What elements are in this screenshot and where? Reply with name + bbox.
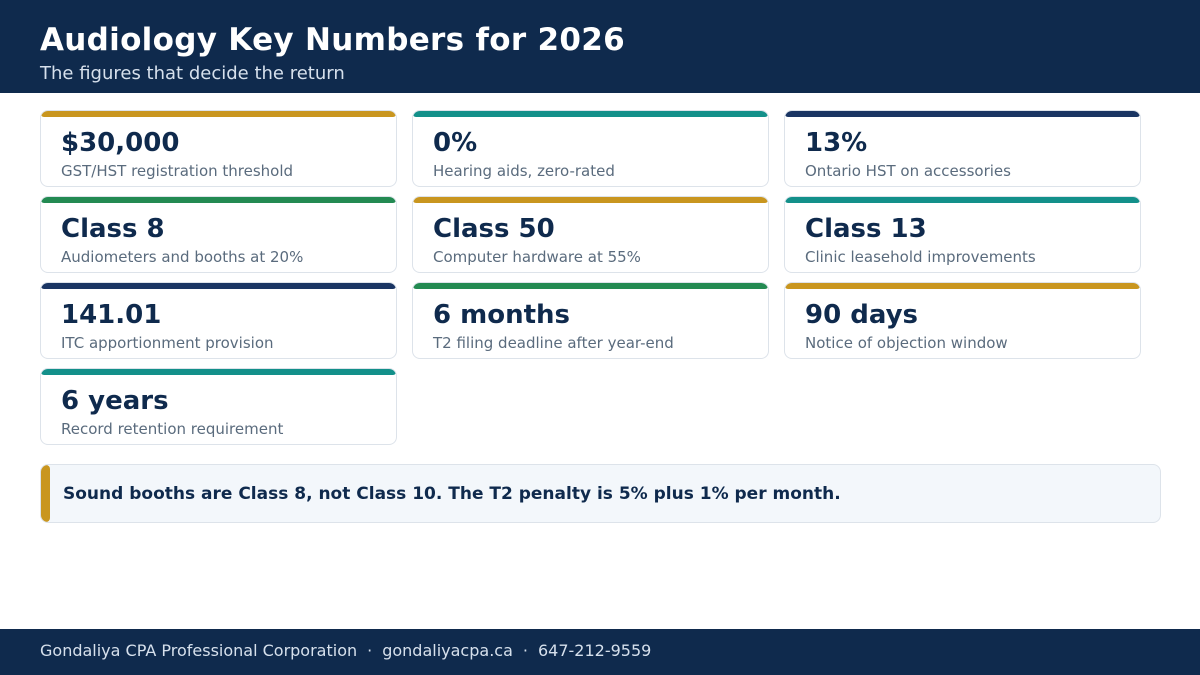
footer-separator: · [522,641,528,660]
card-value: 6 years [61,386,169,416]
card-accent-bar [785,197,1140,203]
card-ontario-hst: 13% Ontario HST on accessories [784,110,1141,187]
card-label: Computer hardware at 55% [433,248,641,266]
footer-phone[interactable]: 647-212-9559 [537,641,652,660]
footer: Gondaliya CPA Professional Corporation · g… [0,629,1200,675]
card-accent-bar [413,111,768,117]
card-accent-bar [785,283,1140,289]
card-value: Class 8 [61,214,165,244]
card-accent-bar [41,111,396,117]
card-value: $30,000 [61,128,180,158]
card-value: 0% [433,128,478,158]
page-subtitle: The figures that decide the return [40,63,345,84]
card-class-50: Class 50 Computer hardware at 55% [412,196,769,273]
card-objection-window: 90 days Notice of objection window [784,282,1141,359]
card-value: 141.01 [61,300,162,330]
card-gst-threshold: $30,000 GST/HST registration threshold [40,110,397,187]
card-itc-provision: 141.01 ITC apportionment provision [40,282,397,359]
card-value: 6 months [433,300,571,330]
card-accent-bar [785,111,1140,117]
card-record-retention: 6 years Record retention requirement [40,368,397,445]
card-label: Clinic leasehold improvements [805,248,1036,266]
callout-accent-bar [41,465,50,522]
footer-contact: Gondaliya CPA Professional Corporation · g… [40,641,651,660]
card-label: Audiometers and booths at 20% [61,248,304,266]
card-label: GST/HST registration threshold [61,162,294,180]
card-class-8: Class 8 Audiometers and booths at 20% [40,196,397,273]
card-value: Class 50 [433,214,555,244]
card-label: ITC apportionment provision [61,334,274,352]
card-t2-deadline: 6 months T2 filing deadline after year-e… [412,282,769,359]
card-hearing-aids: 0% Hearing aids, zero-rated [412,110,769,187]
card-value: 90 days [805,300,919,330]
callout-text: Sound booths are Class 8, not Class 10. … [63,484,841,504]
card-value: Class 13 [805,214,927,244]
card-accent-bar [41,283,396,289]
footer-company: Gondaliya CPA Professional Corporation [40,641,358,660]
card-accent-bar [413,283,768,289]
card-label: Record retention requirement [61,420,284,438]
card-label: Notice of objection window [805,334,1008,352]
footer-separator: · [367,641,373,660]
card-label: T2 filing deadline after year-end [433,334,674,352]
page-title: Audiology Key Numbers for 2026 [40,22,625,58]
card-value: 13% [805,128,868,158]
card-accent-bar [41,197,396,203]
footer-website-link[interactable]: gondaliyacpa.ca [382,641,513,660]
card-accent-bar [413,197,768,203]
header: Audiology Key Numbers for 2026 The figur… [0,0,1200,93]
callout-note: Sound booths are Class 8, not Class 10. … [40,464,1161,523]
card-class-13: Class 13 Clinic leasehold improvements [784,196,1141,273]
card-label: Hearing aids, zero-rated [433,162,615,180]
card-accent-bar [41,369,396,375]
card-label: Ontario HST on accessories [805,162,1011,180]
